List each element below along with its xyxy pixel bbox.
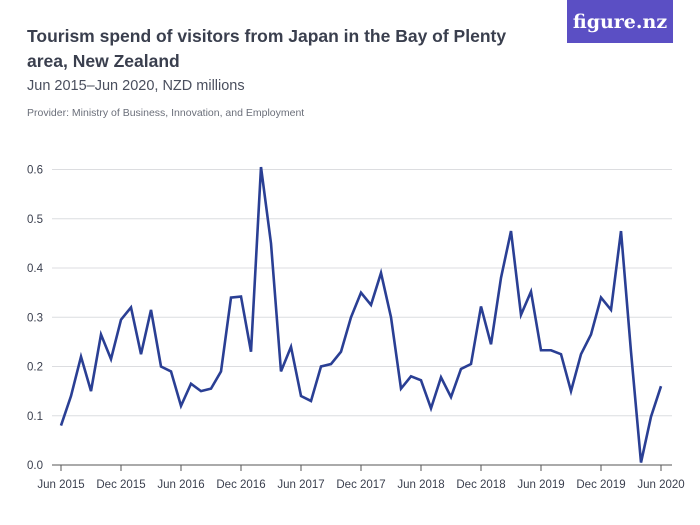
x-tick-label: Dec 2017 bbox=[336, 479, 385, 491]
y-tick-label: 0.3 bbox=[27, 312, 43, 324]
series-line-japan bbox=[59, 166, 663, 463]
x-tick-label: Jun 2017 bbox=[277, 479, 324, 491]
y-tick-label: 0.0 bbox=[27, 460, 43, 472]
x-tick-label: Jun 2020 bbox=[637, 479, 684, 491]
x-tick-label: Dec 2019 bbox=[576, 479, 625, 491]
y-tick-label: 0.1 bbox=[27, 411, 43, 423]
provider-text: Provider: Ministry of Business, Innovati… bbox=[27, 107, 305, 119]
chart-subtitle: Jun 2015–Jun 2020, NZD millions bbox=[27, 78, 245, 94]
x-tick-label: Jun 2016 bbox=[157, 479, 204, 491]
x-tick-label: Jun 2018 bbox=[397, 479, 444, 491]
y-tick-label: 0.5 bbox=[27, 214, 43, 226]
x-tick-label: Dec 2018 bbox=[456, 479, 505, 491]
figure-nz-logo[interactable]: figure.nz bbox=[567, 0, 673, 43]
x-tick-label: Dec 2016 bbox=[216, 479, 265, 491]
x-tick-label: Jun 2015 bbox=[37, 479, 84, 491]
y-tick-label: 0.6 bbox=[27, 165, 43, 177]
y-tick-label: 0.2 bbox=[27, 362, 43, 374]
x-tick-label: Dec 2015 bbox=[96, 479, 145, 491]
y-tick-label: 0.4 bbox=[27, 263, 44, 275]
chart-title: Tourism spend of visitors from Japan in … bbox=[27, 26, 507, 71]
x-tick-label: Jun 2019 bbox=[517, 479, 564, 491]
